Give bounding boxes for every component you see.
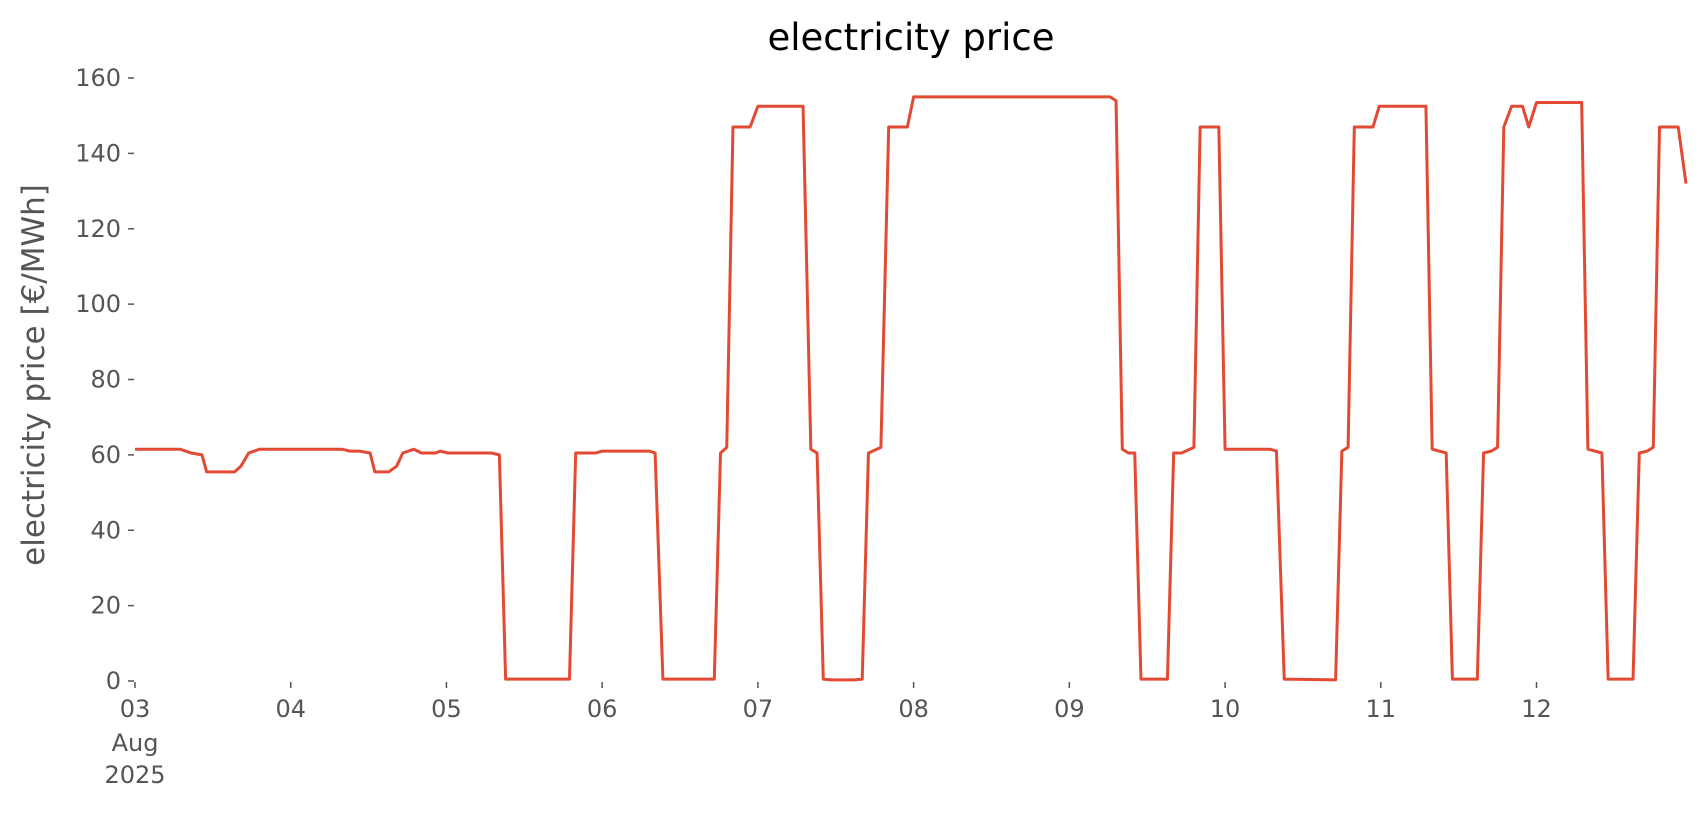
x-tick-label: 12 xyxy=(1521,695,1552,723)
x-tick-label: 09 xyxy=(1054,695,1085,723)
x-tick-label: 08 xyxy=(898,695,929,723)
x-tick-label: 07 xyxy=(743,695,774,723)
y-tick-label: 160 xyxy=(75,64,121,92)
x-tick-label: 04 xyxy=(275,695,306,723)
y-tick-label: 40 xyxy=(90,516,121,544)
y-tick-label: 80 xyxy=(90,366,121,394)
y-tick-label: 60 xyxy=(90,441,121,469)
x-sublabel: Aug xyxy=(112,729,159,757)
x-tick-label: 10 xyxy=(1210,695,1241,723)
y-axis-label: electricity price [€/MWh] xyxy=(16,184,52,566)
x-tick-label: 05 xyxy=(431,695,462,723)
y-tick-label: 140 xyxy=(75,139,121,167)
x-tick-label: 03 xyxy=(120,695,151,723)
price-line xyxy=(135,95,1688,682)
y-tick-label: 120 xyxy=(75,215,121,243)
y-tick-label: 20 xyxy=(90,592,121,620)
y-tick-label: 100 xyxy=(75,290,121,318)
x-tick-label: 06 xyxy=(587,695,618,723)
y-tick-label: 0 xyxy=(106,667,121,695)
x-sublabel: 2025 xyxy=(104,761,165,789)
chart-title: electricity price xyxy=(767,16,1054,59)
x-tick-label: 11 xyxy=(1366,695,1397,723)
